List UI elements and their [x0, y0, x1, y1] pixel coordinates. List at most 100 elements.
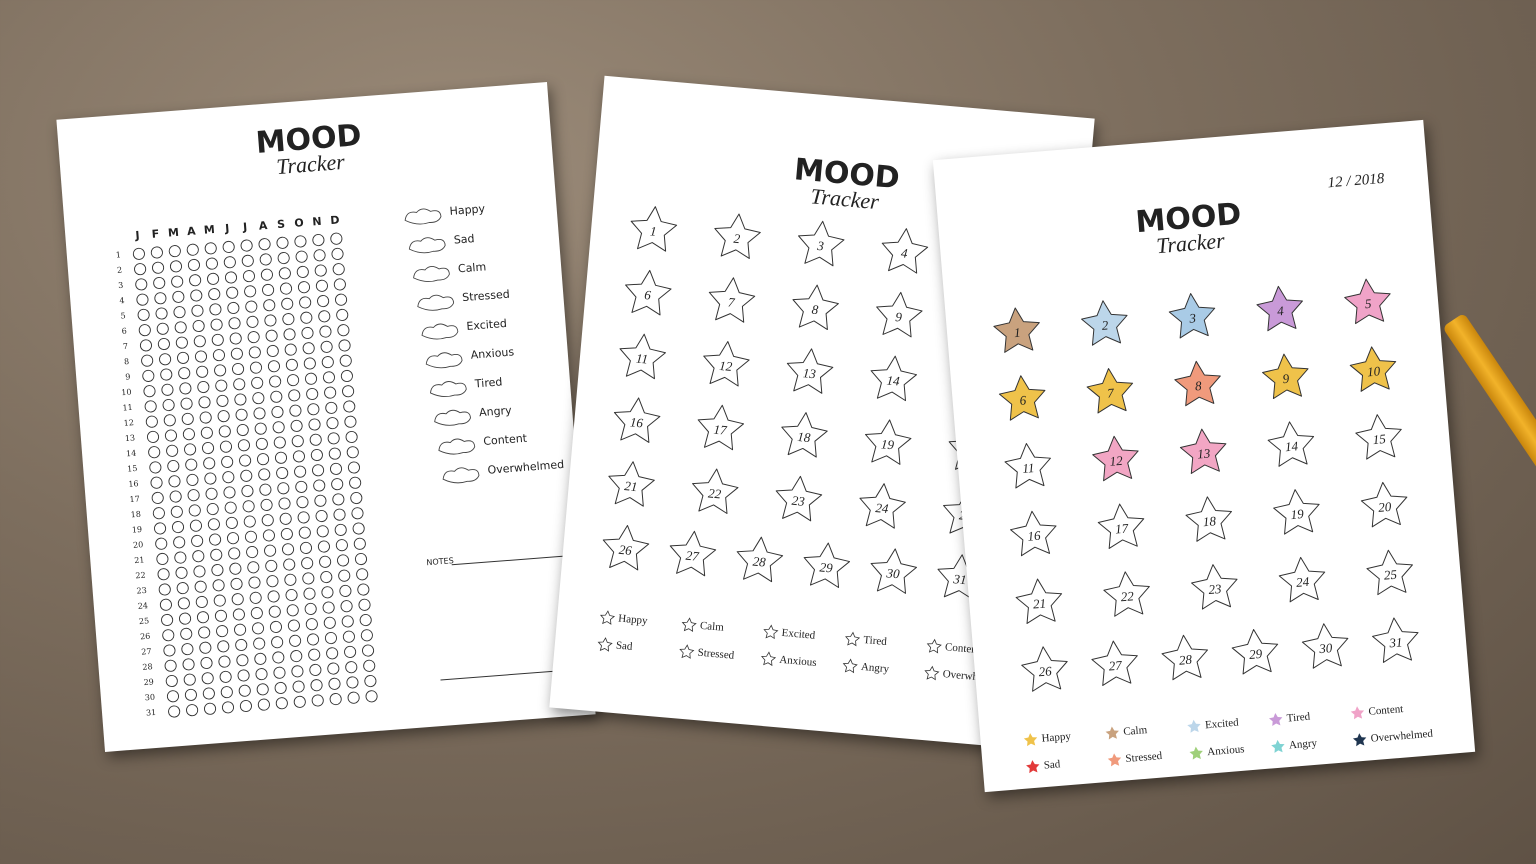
day-circle [327, 662, 340, 675]
star [864, 419, 912, 465]
day-circle [273, 666, 286, 679]
day-circle [340, 600, 353, 613]
day-circle [233, 378, 246, 391]
legend-star [599, 610, 616, 625]
day-circle [303, 357, 316, 370]
day-circle [225, 516, 238, 529]
day-circle [173, 536, 186, 549]
day-circle [269, 375, 282, 388]
mood-label: Content [945, 641, 981, 656]
day-circle [152, 507, 165, 520]
day-circle [204, 472, 217, 485]
day-circle [180, 627, 193, 640]
day-circle [185, 458, 198, 471]
day-circle [308, 648, 321, 661]
day-circle [326, 417, 339, 430]
mood-label: Excited [1205, 717, 1240, 732]
legend-star [1269, 713, 1283, 727]
legend-star [926, 638, 942, 654]
cloud-icon [404, 208, 442, 225]
day-circle [153, 276, 166, 290]
day-circle [184, 688, 197, 701]
day-circle [229, 332, 242, 345]
day-circle [180, 397, 193, 410]
day-circle [166, 690, 180, 703]
star [1091, 640, 1138, 686]
star-number: 31 [952, 571, 967, 587]
day-circle [259, 253, 272, 266]
day-label: 31 [146, 708, 157, 718]
day-circle [194, 350, 208, 363]
star [708, 277, 756, 323]
mood-label: Happy [1041, 730, 1072, 744]
crayon [1442, 312, 1536, 527]
day-circle [272, 421, 285, 434]
day-label: 8 [124, 357, 130, 366]
star-number: 7 [727, 294, 735, 310]
mood-label: Content [1368, 703, 1404, 718]
day-circle [161, 383, 174, 396]
day-circle [251, 622, 265, 635]
month-label: J [224, 222, 230, 235]
day-circle [157, 568, 170, 581]
day-circle [217, 640, 230, 653]
day-circle [136, 293, 149, 306]
day-circle [322, 371, 336, 384]
day-circle [143, 385, 156, 398]
day-circle [295, 480, 308, 493]
day-circle [155, 307, 168, 320]
mood-label: Angry [1289, 737, 1318, 751]
day-circle [216, 625, 229, 638]
day-circle [302, 572, 315, 585]
star [625, 269, 672, 316]
day-circle [262, 529, 275, 542]
day-circle [331, 478, 344, 491]
day-label: 12 [123, 418, 134, 428]
month-label: F [151, 227, 159, 241]
day-circle [160, 368, 173, 381]
day-circle [264, 544, 277, 557]
legend-star [1105, 726, 1119, 740]
day-circle [281, 297, 294, 310]
day-circle [235, 638, 248, 652]
day-circle [281, 543, 295, 556]
day-circle [181, 643, 194, 656]
day-circle [326, 647, 339, 660]
mood-label: Anxious [470, 345, 515, 361]
mood-label: Angry [860, 661, 890, 675]
star-number: 14 [886, 373, 901, 389]
day-circle [350, 491, 363, 505]
subtitle: Tracker [275, 149, 346, 179]
day-circle [290, 650, 303, 663]
star-number: 7 [1107, 385, 1115, 401]
day-circle [301, 557, 314, 570]
date: 12 / 2018 [1327, 171, 1385, 192]
notes-line [451, 554, 584, 566]
day-circle [139, 339, 153, 352]
day-circle [181, 412, 194, 425]
star-number: 26 [1038, 663, 1053, 679]
day-circle [150, 246, 163, 259]
mood-label: Happy [618, 613, 649, 628]
day-circle [241, 254, 254, 267]
day-circle [345, 661, 358, 674]
mood-label: Sad [615, 639, 633, 652]
month-label: S [277, 218, 286, 232]
day-circle [198, 626, 211, 639]
day-circle [198, 396, 211, 409]
star [608, 461, 655, 507]
day-circle [175, 566, 188, 579]
day-circle [300, 311, 313, 324]
day-circle [331, 247, 344, 260]
day-circle [207, 272, 220, 285]
day-circle [328, 447, 341, 460]
day-circle [291, 665, 304, 678]
day-circle [292, 680, 305, 693]
day-circle [365, 690, 378, 703]
day-circle [262, 283, 275, 297]
star [798, 220, 845, 267]
day-circle [201, 441, 215, 455]
day-circle [134, 263, 147, 276]
